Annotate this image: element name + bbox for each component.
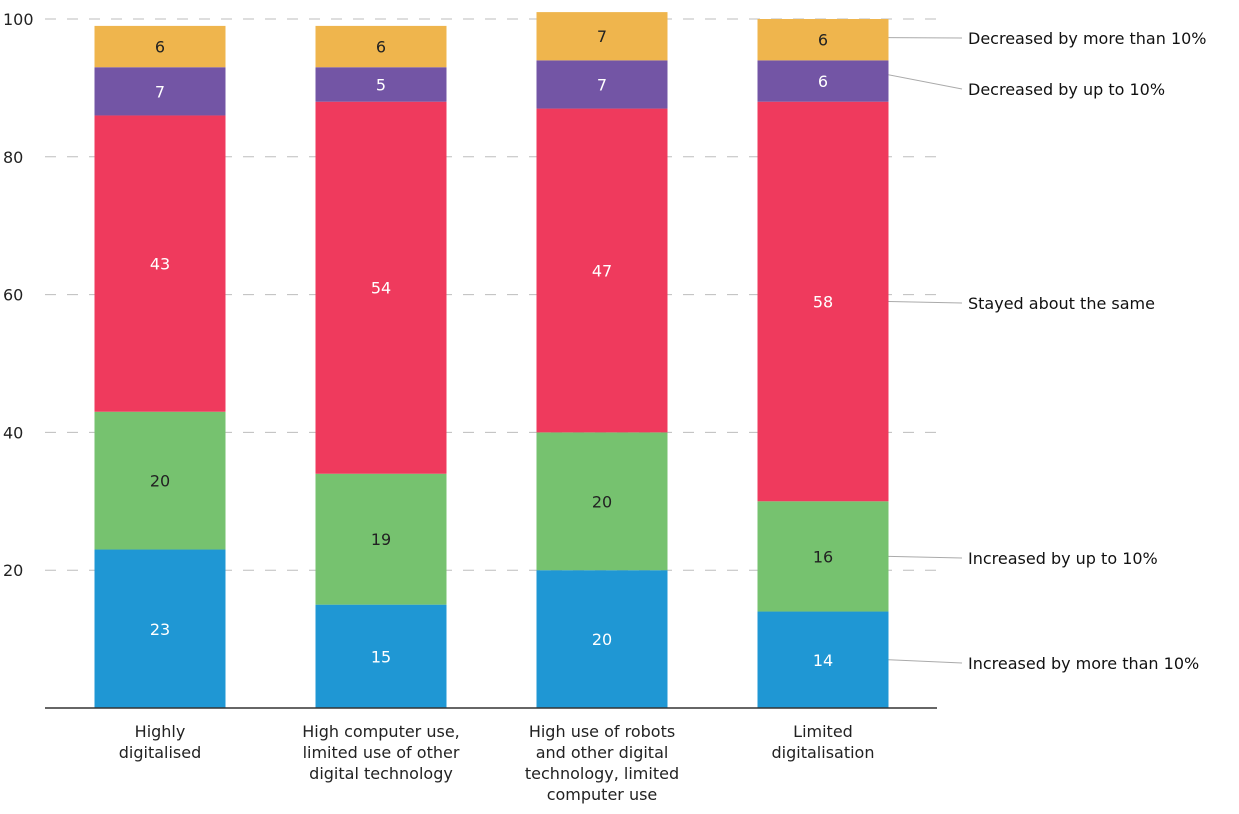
bar-segment-1-2 [315, 101, 447, 474]
x-tick-label-line: limited use of other [303, 743, 460, 762]
x-tick-label-1: High computer use, limited use of other di… [302, 722, 460, 783]
bar-segment-0-0 [94, 549, 226, 708]
data-label-1-0: 15 [371, 647, 391, 666]
legend-leader-3 [888, 74, 963, 90]
data-label-0-4: 6 [155, 38, 165, 57]
data-label-0-0: 23 [150, 620, 170, 639]
x-tick-label-line: Limited [793, 722, 853, 741]
data-label-1-2: 54 [371, 279, 391, 298]
bar-segment-0-3 [94, 67, 226, 116]
data-label-2-1: 20 [592, 492, 612, 511]
legend-label-0: Increased by more than 10% [968, 654, 1199, 673]
data-label-2-3: 7 [597, 75, 607, 94]
x-tick-label-line: digitalisation [772, 743, 875, 762]
x-tick-label-3: Limited digitalisation [772, 722, 875, 762]
bar-segment-0-2 [94, 115, 226, 412]
bar-segment-1-4 [315, 25, 447, 68]
bar-segment-1-1 [315, 473, 447, 605]
bar-segment-3-4 [757, 19, 889, 61]
data-label-1-4: 6 [376, 38, 386, 57]
x-tick-label-line: High computer use, [302, 722, 460, 741]
data-label-0-3: 7 [155, 82, 165, 101]
data-label-3-1: 16 [813, 547, 833, 566]
bar-segment-3-1 [757, 501, 889, 612]
x-tick-label-line: technology, limited [525, 764, 679, 783]
x-tick-label-line: digitalised [119, 743, 202, 762]
y-tick-label-80: 80 [3, 148, 23, 167]
bar-segment-2-2 [536, 108, 668, 433]
x-tick-label-line: Highly [135, 722, 186, 741]
bar-segment-2-4 [536, 12, 668, 61]
bar-segment-3-0 [757, 611, 889, 708]
bar-segment-0-4 [94, 25, 226, 68]
bar-segment-3-3 [757, 60, 889, 102]
bar-segment-1-0 [315, 604, 447, 708]
bars [94, 12, 889, 708]
gridlines [45, 18, 937, 571]
data-label-3-3: 6 [818, 72, 828, 91]
data-label-1-3: 5 [376, 75, 386, 94]
data-label-2-0: 20 [592, 630, 612, 649]
bar-segment-2-3 [536, 60, 668, 109]
legend-label-3: Decreased by up to 10% [968, 80, 1165, 99]
x-tick-label-0: Highly digitalised [119, 722, 202, 762]
data-label-3-2: 58 [813, 292, 833, 311]
legend-label-1: Increased by up to 10% [968, 549, 1158, 568]
legend-leader-1 [888, 555, 963, 559]
x-tick-label-2: High use of robots and other digital techn… [525, 722, 679, 804]
data-label-0-1: 20 [150, 472, 170, 491]
legend-label-2: Stayed about the same [968, 294, 1155, 313]
y-tick-label-100: 100 [3, 10, 34, 29]
bar-segment-3-2 [757, 101, 889, 502]
y-tick-label-40: 40 [3, 423, 23, 442]
x-tick-label-line: High use of robots [529, 722, 675, 741]
legend-leader-2 [888, 300, 963, 304]
y-tick-label-60: 60 [3, 286, 23, 305]
data-label-3-4: 6 [818, 31, 828, 50]
data-label-2-2: 47 [592, 261, 612, 280]
bar-segment-1-3 [315, 67, 447, 102]
data-label-0-2: 43 [150, 255, 170, 274]
legend-leader-0 [888, 659, 963, 664]
x-tick-label-line: and other digital [536, 743, 669, 762]
bar-segment-2-0 [536, 570, 668, 708]
bar-segment-2-1 [536, 432, 668, 571]
bar-segment-0-1 [94, 411, 226, 550]
x-tick-label-line: computer use [547, 785, 658, 804]
data-label-1-1: 19 [371, 530, 391, 549]
legend-label-4: Decreased by more than 10% [968, 29, 1207, 48]
x-tick-label-line: digital technology [309, 764, 453, 783]
y-tick-label-20: 20 [3, 561, 23, 580]
data-label-2-4: 7 [597, 27, 607, 46]
data-label-3-0: 14 [813, 651, 833, 670]
